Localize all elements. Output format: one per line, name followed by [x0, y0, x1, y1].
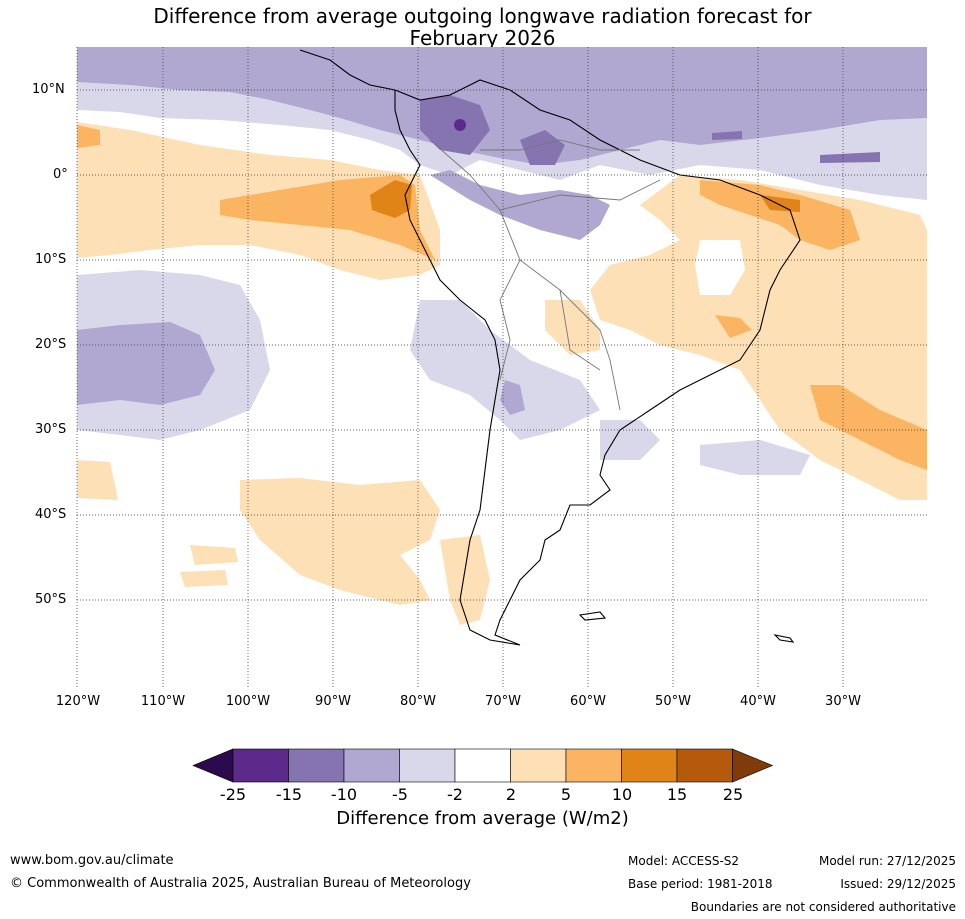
colorbar-tick: 15	[666, 785, 688, 804]
colorbar-bin	[288, 748, 345, 783]
colorbar-bin	[621, 748, 678, 783]
positive-anomaly-pacific-core	[370, 180, 412, 218]
positive-anomaly-patagonia	[440, 535, 490, 625]
map-title-line2: February 2026	[409, 26, 556, 50]
model-run-text: Model run: 27/12/2025	[818, 854, 956, 868]
lat-label-10S: 10°S	[35, 252, 67, 267]
lat-label-0: 0°	[53, 167, 68, 182]
negative-anomaly-atlantic-streak	[820, 152, 880, 163]
negative-anomaly-chile	[410, 300, 600, 440]
coastlines	[299, 49, 801, 646]
colorbar-tick: -2	[447, 785, 463, 804]
positive-anomaly-central-brazil	[715, 315, 752, 338]
lat-label-20S: 20°S	[35, 337, 67, 352]
positive-anomaly-brazil-coast	[700, 180, 860, 250]
negative-anomaly-colombia-core	[454, 119, 466, 131]
lat-label-10N: 10°N	[32, 82, 65, 97]
colorbar-tick: 25	[722, 785, 744, 804]
south-georgia	[773, 634, 795, 643]
graticule	[76, 47, 927, 687]
lon-label-40W: 40°W	[740, 694, 776, 709]
positive-anomaly-south-atlantic-mid	[810, 385, 927, 470]
colorbar-bin	[510, 748, 567, 783]
colorbar-extend-min	[192, 748, 234, 783]
positive-anomaly-brazil-inner	[695, 240, 745, 295]
positive-anomaly-south-pacific-east	[77, 460, 118, 500]
colorbar-tick: 5	[560, 785, 572, 804]
lon-label-60W: 60°W	[570, 694, 606, 709]
central-america-coastline	[299, 49, 396, 91]
positive-anomaly-small1	[190, 545, 238, 565]
disclaimer-text: Boundaries are not considered authoritat…	[690, 900, 956, 914]
colorbar-tick: -25	[219, 785, 247, 804]
colorbar-units-label: Difference from average (W/m2)	[336, 808, 629, 829]
lon-label-110W: 110°W	[140, 694, 186, 709]
lon-label-100W: 100°W	[225, 694, 271, 709]
country-borders	[429, 139, 661, 411]
colorbar-tick: -5	[392, 785, 408, 804]
lon-label-90W: 90°W	[315, 694, 351, 709]
colorbar-bin	[343, 748, 400, 783]
map-title-line1: Difference from average outgoing longwav…	[153, 4, 812, 28]
colorbar-extend-max	[732, 748, 774, 783]
positive-anomaly-south-pacific-patchy	[240, 478, 440, 605]
lon-label-120W: 120°W	[55, 694, 101, 709]
negative-anomaly-uruguay	[600, 420, 660, 460]
base-period-text: Base period: 1981-2018	[628, 877, 773, 891]
lat-label-40S: 40°S	[35, 507, 67, 522]
anomaly-field	[77, 47, 927, 687]
negative-anomaly-south-atlantic	[700, 440, 810, 475]
colorbar-tick: 2	[505, 785, 517, 804]
positive-anomaly-paraguay	[545, 300, 600, 355]
south-america-coastline	[394, 79, 801, 646]
falkland-islands	[578, 611, 607, 621]
colorbar-bin	[565, 748, 622, 783]
colorbar-tick: -10	[330, 785, 358, 804]
colorbar-bin	[399, 748, 456, 783]
colorbar-bin	[454, 748, 511, 783]
colorbar-bin	[232, 748, 289, 783]
negative-anomaly-andes	[500, 380, 525, 415]
positive-anomaly-west-edge	[77, 125, 100, 148]
copyright-text: © Commonwealth of Australia 2025, Austra…	[10, 876, 471, 891]
positive-anomaly-brazil-core	[760, 195, 800, 212]
negative-anomaly-brazil-north	[520, 130, 565, 165]
border-lines	[429, 139, 661, 411]
lon-label-30W: 30°W	[825, 694, 861, 709]
negative-anomaly-atlantic-streak2	[712, 131, 742, 140]
lon-label-80W: 80°W	[400, 694, 436, 709]
lon-label-50W: 50°W	[655, 694, 691, 709]
issued-text: Issued: 29/12/2025	[840, 877, 956, 891]
colorbar-bin	[676, 748, 733, 783]
colorbar-tick: 10	[611, 785, 633, 804]
negative-anomaly-south-pacific-mid	[77, 322, 215, 405]
model-text: Model: ACCESS-S2	[628, 854, 740, 868]
website-text: www.bom.gov.au/climate	[10, 853, 174, 868]
lat-label-30S: 30°S	[35, 422, 67, 437]
positive-anomaly-small2	[180, 570, 228, 587]
lat-label-50S: 50°S	[35, 592, 67, 607]
lon-label-70W: 70°W	[485, 694, 521, 709]
colorbar-tick: -15	[275, 785, 303, 804]
